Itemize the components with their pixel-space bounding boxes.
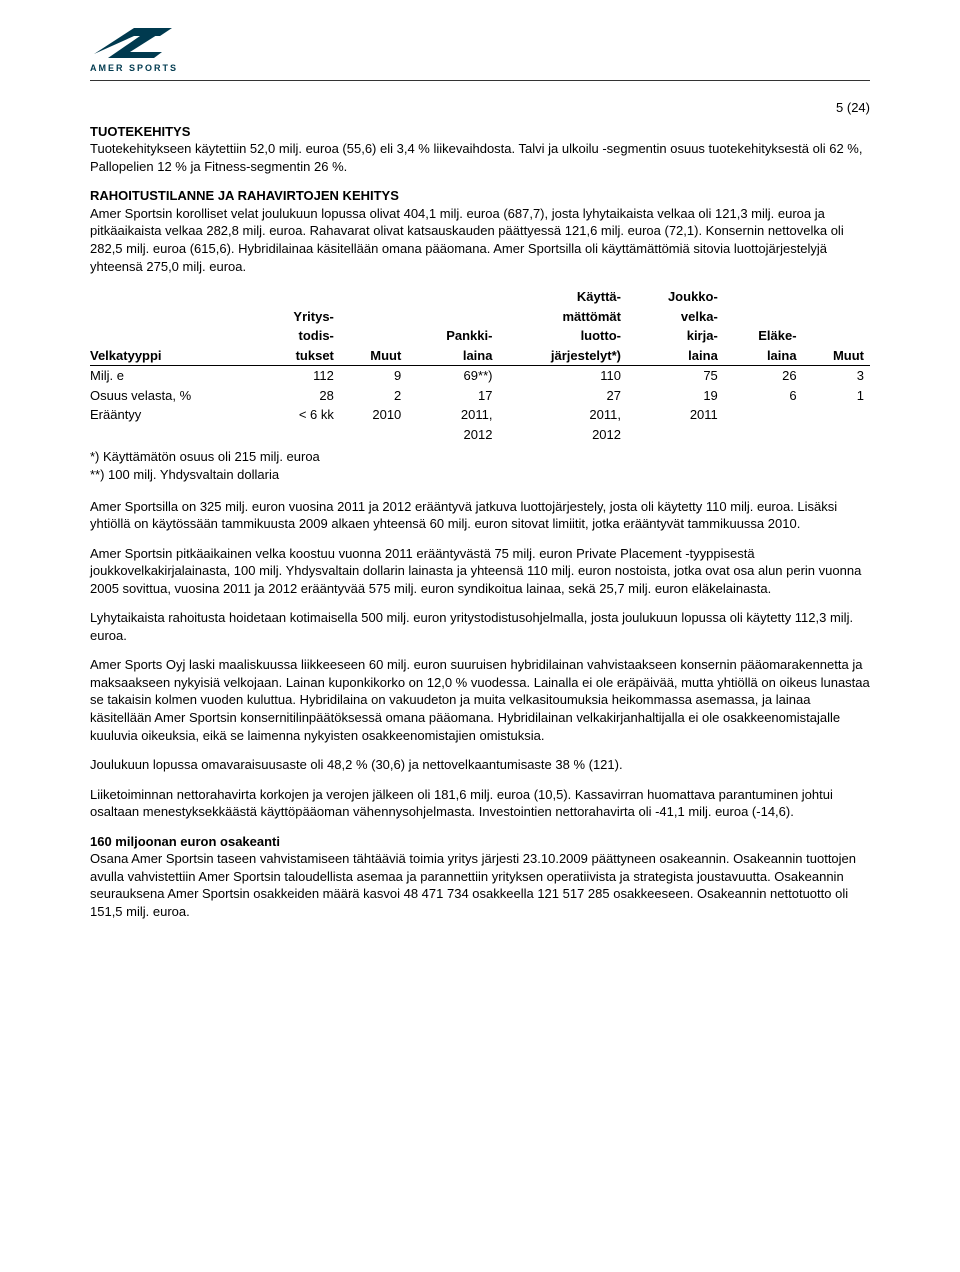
page-header: AMER SPORTS	[90, 24, 870, 74]
tuotekehitys-heading: TUOTEKEHITYS	[90, 123, 870, 141]
col-velkatyyppi: Velkatyyppi	[90, 346, 258, 366]
col-yritys-l3: tukset	[258, 346, 340, 366]
table-row: Osuus velasta, % 28 2 17 27 19 6 1	[90, 386, 870, 406]
col-elake-l2: laina	[724, 346, 803, 366]
col-luotto-l4: järjestelyt*)	[498, 346, 627, 366]
logo-text: AMER SPORTS	[90, 62, 178, 74]
col-jvk-l2: velka-	[627, 307, 724, 327]
paragraph-long-term-debt: Amer Sportsin pitkäaikainen velka koostu…	[90, 545, 870, 598]
col-yritys-l2: todis-	[258, 326, 340, 346]
col-jvk-l3: kirja-	[627, 326, 724, 346]
col-muut2: Muut	[803, 346, 870, 366]
logo: AMER SPORTS	[90, 24, 178, 74]
col-pankki-l1: Pankki-	[407, 326, 498, 346]
col-jvk-l4: laina	[627, 346, 724, 366]
col-luotto-l2: mättömät	[498, 307, 627, 327]
debt-table: Käyttä- Joukko- Yritys- mättömät velka- …	[90, 287, 870, 444]
col-luotto-l1: Käyttä-	[498, 287, 627, 307]
header-rule	[90, 80, 870, 81]
footnote-1: *) Käyttämätön osuus oli 215 milj. euroa	[90, 448, 870, 466]
col-luotto-l3: luotto-	[498, 326, 627, 346]
paragraph-equity-ratio: Joulukuun lopussa omavaraisuusaste oli 4…	[90, 756, 870, 774]
col-pankki-l2: laina	[407, 346, 498, 366]
amer-sports-logo-icon	[90, 24, 176, 60]
rahoitus-body: Amer Sportsin korolliset velat joulukuun…	[90, 205, 870, 275]
footnote-2: **) 100 milj. Yhdysvaltain dollaria	[90, 466, 870, 484]
paragraph-hybrid-loan: Amer Sports Oyj laski maaliskuussa liikk…	[90, 656, 870, 744]
rahoitus-heading: RAHOITUSTILANNE JA RAHAVIRTOJEN KEHITYS	[90, 187, 870, 205]
page-number: 5 (24)	[90, 99, 870, 117]
osakeanti-heading: 160 miljoonan euron osakeanti	[90, 833, 870, 851]
paragraph-short-term-financing: Lyhytaikaista rahoitusta hoidetaan kotim…	[90, 609, 870, 644]
tuotekehitys-body: Tuotekehitykseen käytettiin 52,0 milj. e…	[90, 140, 870, 175]
paragraph-credit-facility: Amer Sportsilla on 325 milj. euron vuosi…	[90, 498, 870, 533]
paragraph-cash-flow: Liiketoiminnan nettorahavirta korkojen j…	[90, 786, 870, 821]
col-jvk-l1: Joukko-	[627, 287, 724, 307]
col-elake-l1: Eläke-	[724, 326, 803, 346]
paragraph-share-issue: Osana Amer Sportsin taseen vahvistamisee…	[90, 850, 870, 920]
col-muut1: Muut	[340, 346, 407, 366]
col-yritys-l1: Yritys-	[258, 307, 340, 327]
debt-table-body: Milj. e 112 9 69**) 110 75 26 3 Osuus ve…	[90, 366, 870, 445]
table-row: Erääntyy < 6 kk 2010 2011, 2011, 2011	[90, 405, 870, 425]
table-row: 2012 2012	[90, 425, 870, 445]
table-footnotes: *) Käyttämätön osuus oli 215 milj. euroa…	[90, 448, 870, 483]
table-row: Milj. e 112 9 69**) 110 75 26 3	[90, 366, 870, 386]
